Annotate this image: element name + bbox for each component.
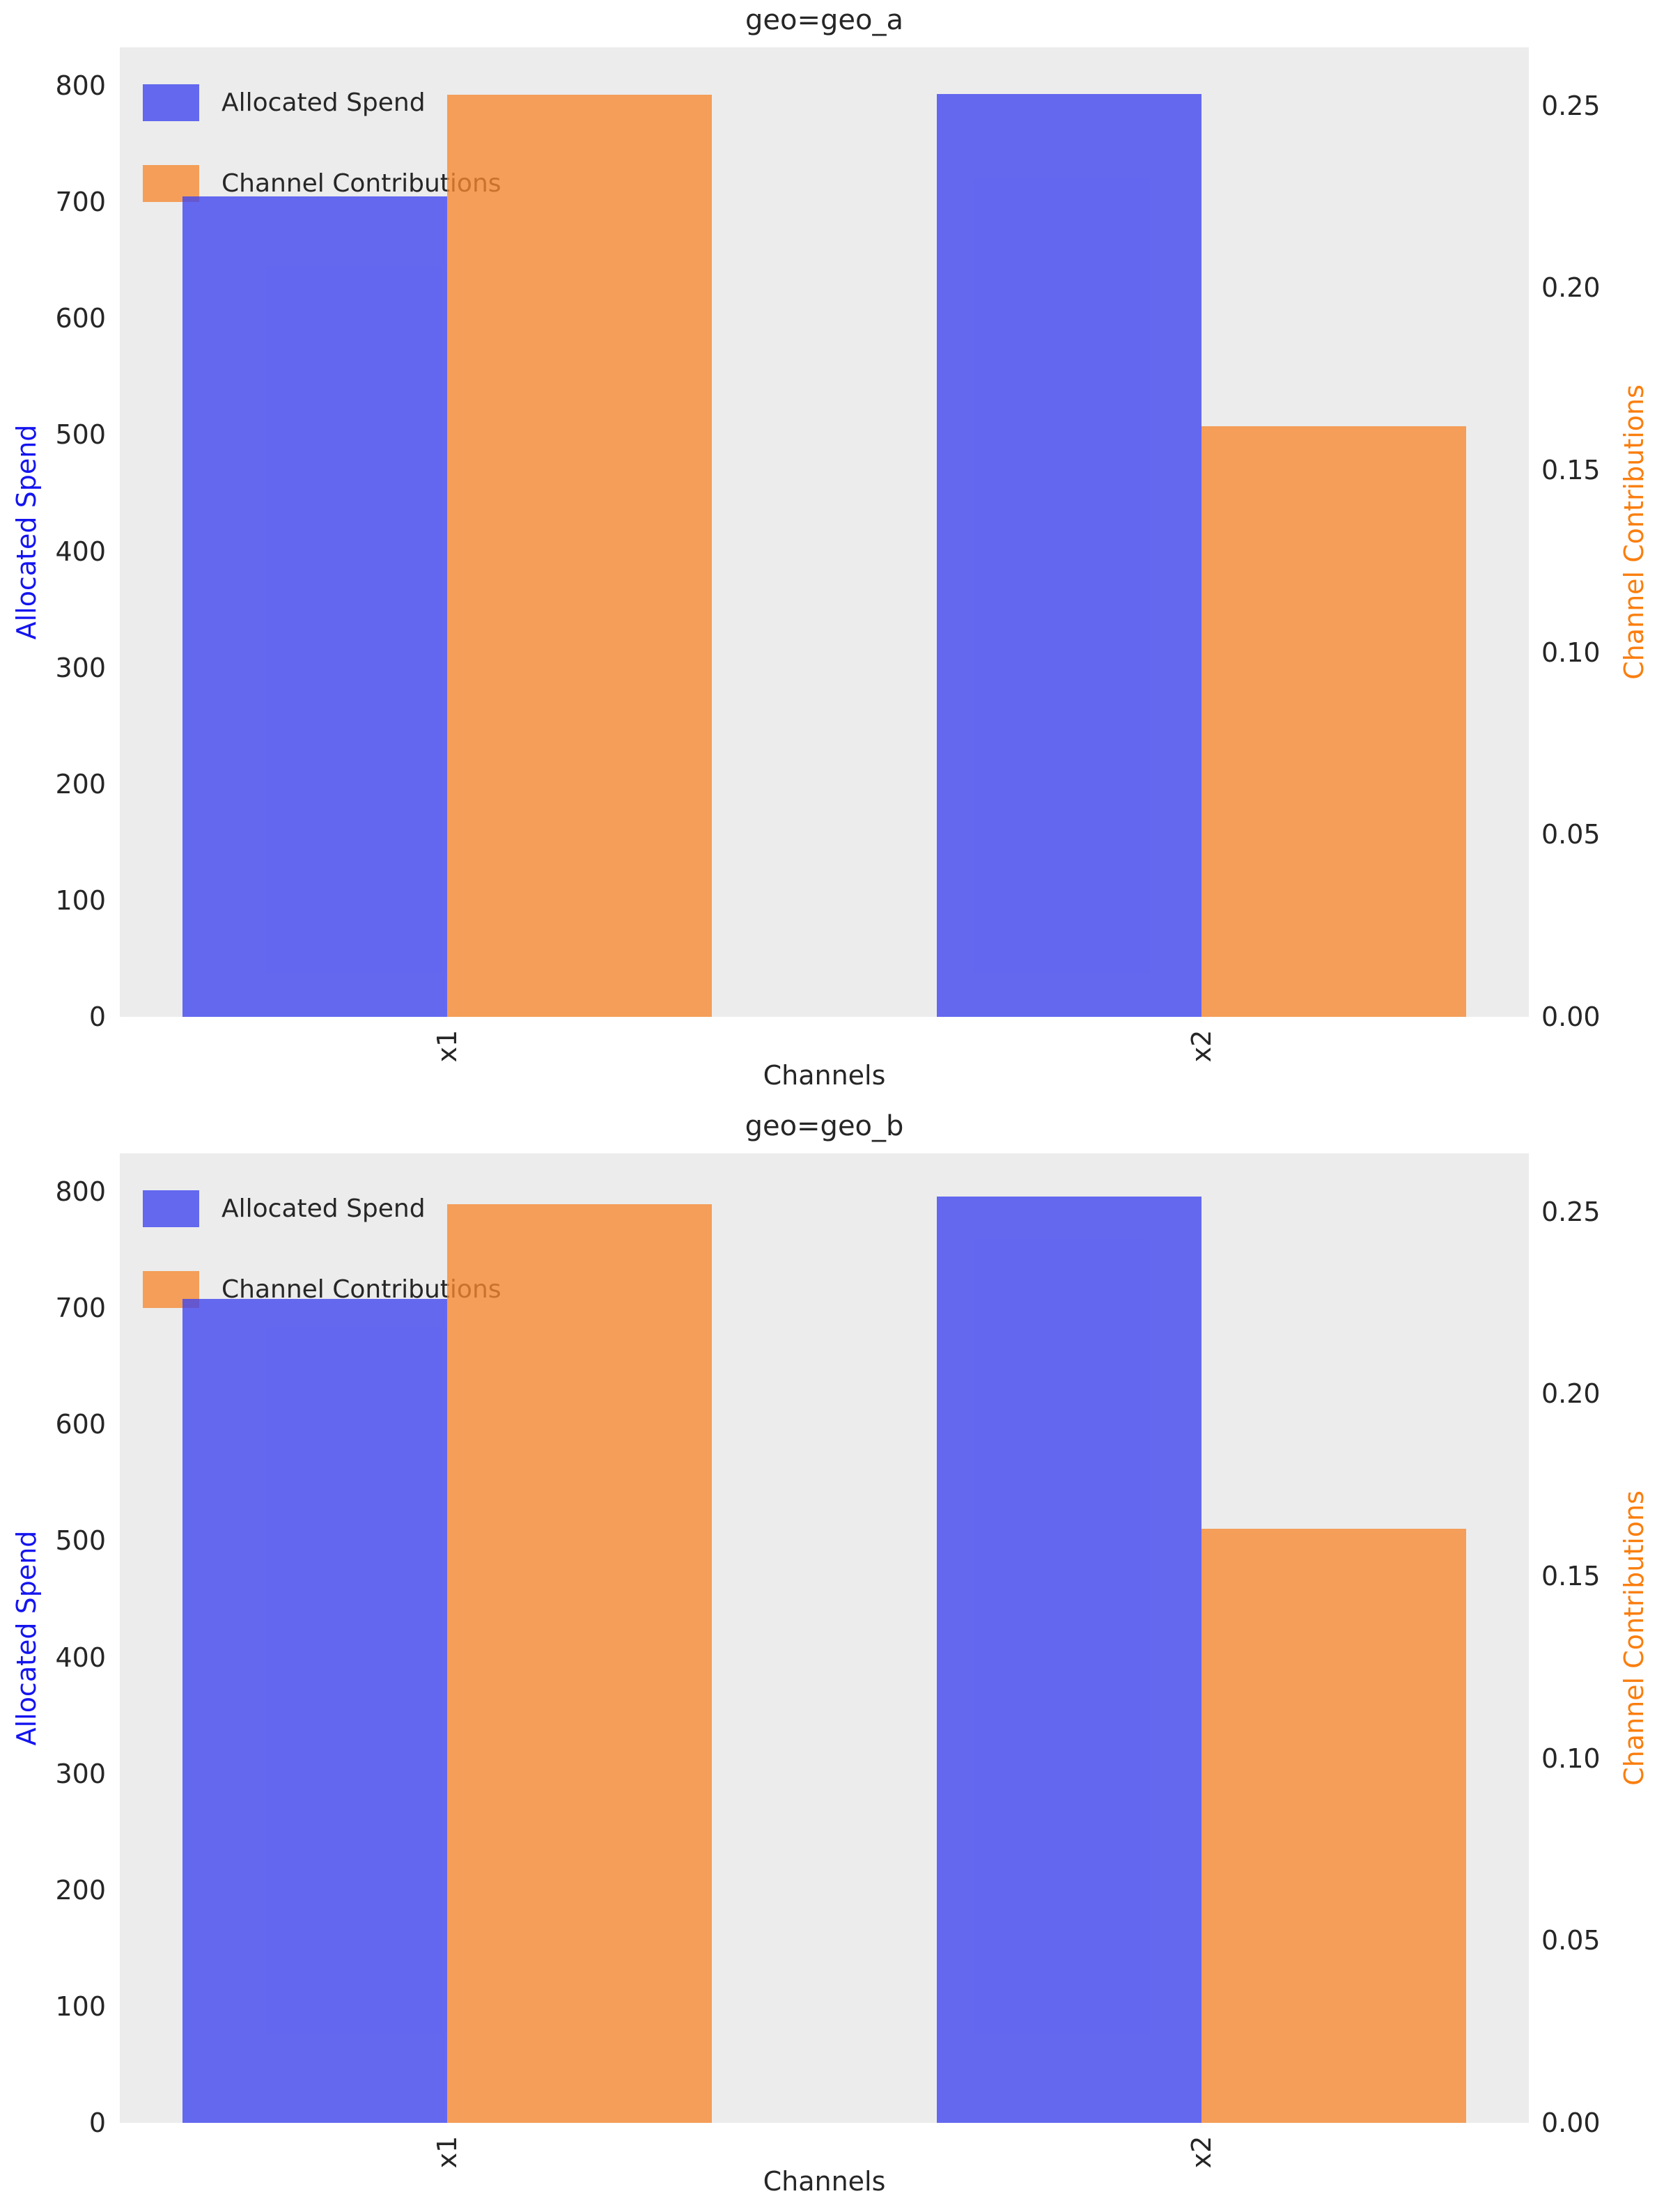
right-axis-tick-0.15: 0.15 [1541, 1561, 1601, 1591]
left-axis-tick-700: 700 [55, 1293, 106, 1323]
legend-swatch-allocated-spend [143, 84, 199, 121]
left-axis-tick-600: 600 [55, 303, 106, 334]
right-axis-tick-0.10: 0.10 [1541, 1743, 1601, 1774]
right-axis-title: Channel Contributions [1619, 384, 1649, 680]
left-axis-tick-500: 500 [55, 1525, 106, 1556]
chart-panel: geo=geo_a Allocated Spend Channel Contri… [11, 4, 1649, 1091]
legend-label-allocated-spend: Allocated Spend [221, 1194, 426, 1223]
bar-allocated-spend-x1 [182, 196, 447, 1017]
right-axis-tick-0.25: 0.25 [1541, 91, 1601, 121]
right-axis-tick-0.05: 0.05 [1541, 1925, 1601, 1956]
right-axis-tick-0.00: 0.00 [1541, 1002, 1601, 1032]
left-axis-tick-700: 700 [55, 187, 106, 217]
x-axis-tick-x2: x2 [1186, 2135, 1217, 2169]
bar-allocated-spend-x1 [182, 1299, 447, 2123]
right-axis-tick-0.05: 0.05 [1541, 819, 1601, 850]
bar-channel-contributions-x2 [1201, 426, 1466, 1017]
x-axis-tick-x1: x1 [432, 2135, 462, 2169]
x-axis-tick-x1: x1 [432, 1029, 462, 1063]
left-axis-tick-200: 200 [55, 769, 106, 800]
plot-area: Allocated Spend Channel Contributions [120, 47, 1529, 1017]
bar-allocated-spend-x2 [937, 94, 1201, 1017]
chart-title: geo=geo_b [745, 1110, 904, 1142]
right-axis-tick-0.10: 0.10 [1541, 637, 1601, 668]
right-axis-title: Channel Contributions [1619, 1490, 1649, 1786]
x-axis-title: Channels [763, 2166, 886, 2197]
bar-channel-contributions-x1 [447, 95, 712, 1017]
right-axis-tick-0.25: 0.25 [1541, 1197, 1601, 1227]
left-axis-title: Allocated Spend [11, 1530, 42, 1746]
left-axis-tick-300: 300 [55, 653, 106, 683]
left-axis-tick-400: 400 [55, 536, 106, 567]
right-axis-tick-0.00: 0.00 [1541, 2108, 1601, 2138]
left-axis-tick-500: 500 [55, 419, 106, 450]
bar-channel-contributions-x1 [447, 1204, 712, 2123]
right-axis-tick-0.20: 0.20 [1541, 272, 1601, 303]
x-axis-title: Channels [763, 1060, 886, 1091]
left-axis-tick-600: 600 [55, 1409, 106, 1440]
left-axis-tick-800: 800 [55, 1176, 106, 1207]
bar-channel-contributions-x2 [1201, 1529, 1466, 2123]
right-axis-tick-0.15: 0.15 [1541, 455, 1601, 485]
chart-panel: geo=geo_b Allocated Spend Channel Contri… [0, 1106, 1657, 2212]
left-axis-tick-200: 200 [55, 1875, 106, 1906]
legend-label-allocated-spend: Allocated Spend [221, 88, 426, 117]
left-axis-title: Allocated Spend [11, 424, 42, 640]
left-axis-tick-400: 400 [55, 1642, 106, 1673]
left-axis-tick-800: 800 [55, 70, 106, 101]
legend-swatch-channel-contributions [143, 165, 199, 202]
chart-title: geo=geo_a [745, 4, 903, 36]
left-axis-tick-300: 300 [55, 1759, 106, 1789]
left-axis-tick-0: 0 [88, 2108, 106, 2138]
left-axis-tick-100: 100 [55, 1991, 106, 2022]
left-axis-tick-0: 0 [88, 1002, 106, 1032]
left-axis-tick-100: 100 [55, 885, 106, 916]
x-axis-tick-x2: x2 [1186, 1029, 1217, 1063]
bar-allocated-spend-x2 [937, 1197, 1201, 2123]
right-axis-tick-0.20: 0.20 [1541, 1378, 1601, 1409]
plot-area: Allocated Spend Channel Contributions [120, 1153, 1529, 2123]
legend-swatch-allocated-spend [143, 1190, 199, 1227]
